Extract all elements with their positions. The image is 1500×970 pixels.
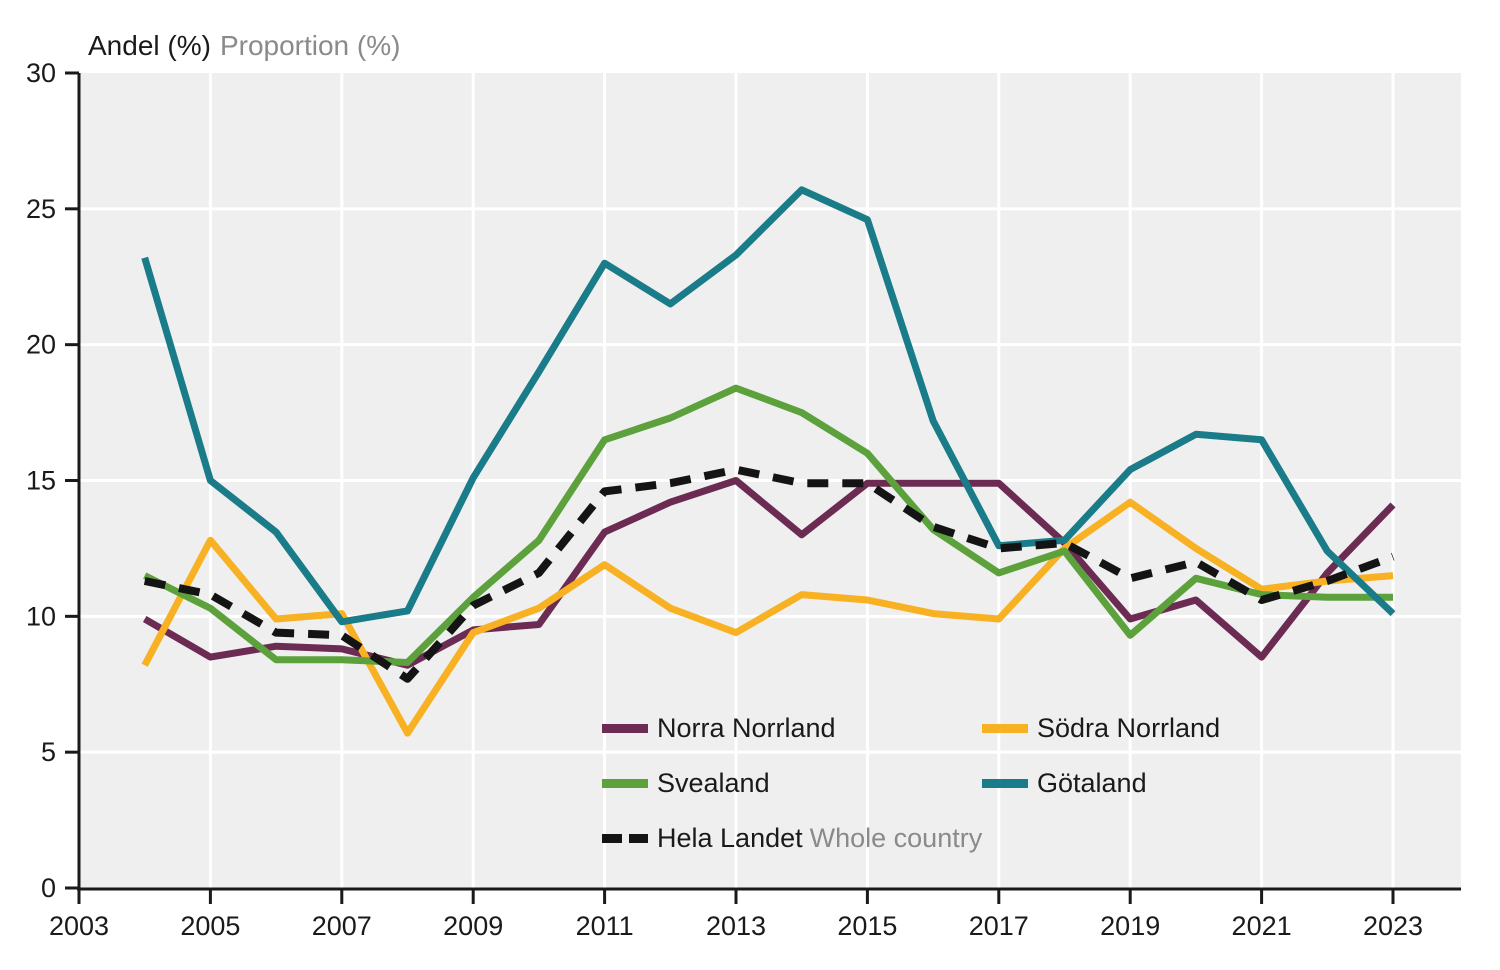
series-line-sodra-norrland xyxy=(141,498,1394,737)
y-tick-label-0: 0 xyxy=(41,873,56,903)
x-tick-label-2015: 2015 xyxy=(837,911,897,941)
y-tick-label-25: 25 xyxy=(26,194,56,224)
x-tick-label-2019: 2019 xyxy=(1100,911,1160,941)
x-tick-label-2017: 2017 xyxy=(969,911,1029,941)
y-tick-label-5: 5 xyxy=(41,737,56,767)
x-tick-label-2021: 2021 xyxy=(1232,911,1292,941)
y-tick-label-10: 10 xyxy=(26,601,56,631)
chart-title: Andel (%) Proportion (%) xyxy=(88,30,400,62)
x-tick-label-2007: 2007 xyxy=(312,911,372,941)
y-tick-label-30: 30 xyxy=(26,58,56,88)
y-tick-label-20: 20 xyxy=(26,330,56,360)
series-line-norra-norrland xyxy=(142,477,1396,669)
series-line-hela-landet xyxy=(143,465,1395,683)
series-line-svealand xyxy=(143,384,1393,666)
chart-title-english: Proportion (%) xyxy=(219,30,401,61)
chart-title-swedish: Andel (%) xyxy=(88,30,211,61)
x-tick-label-2005: 2005 xyxy=(180,911,240,941)
x-tick-label-2023: 2023 xyxy=(1363,911,1423,941)
x-tick-label-2011: 2011 xyxy=(576,911,634,941)
series-line-gotaland xyxy=(141,186,1396,626)
x-tick-label-2009: 2009 xyxy=(443,911,503,941)
y-tick-label-15: 15 xyxy=(26,466,56,496)
x-tick-label-2003: 2003 xyxy=(49,911,109,941)
x-tick-label-2013: 2013 xyxy=(706,911,766,941)
